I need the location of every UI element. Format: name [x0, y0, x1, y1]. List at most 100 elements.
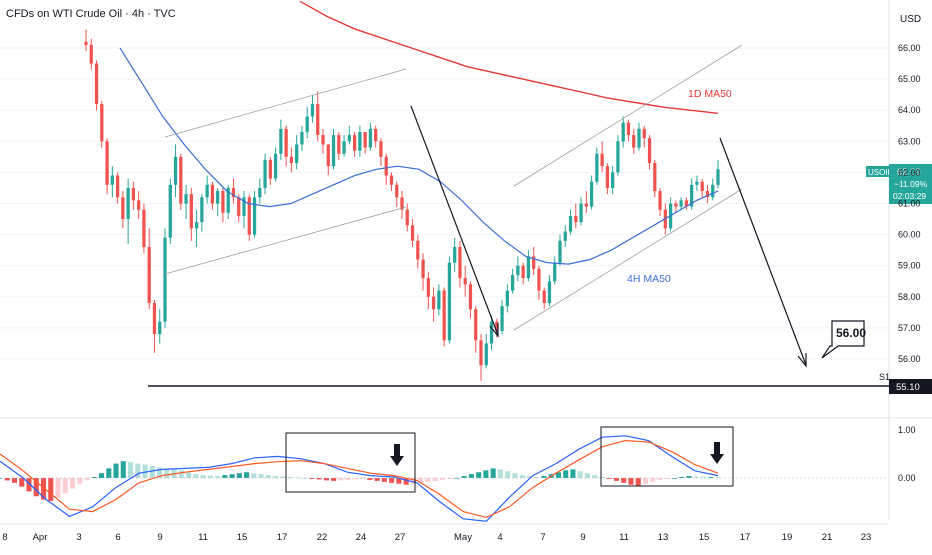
macd-bar: [316, 478, 322, 480]
price-tick: 66.00: [898, 43, 921, 53]
macd-bar: [236, 473, 242, 478]
macd-bar: [396, 478, 402, 484]
candle-body: [389, 175, 394, 185]
time-tick: 9: [580, 532, 585, 543]
macd-bar: [635, 478, 641, 486]
candle-body: [642, 128, 646, 139]
candle-body: [152, 303, 157, 335]
time-axis[interactable]: 8 Apr 3 6 9 11 15 17 22 24 27 May 4 7 9 11 13 15 17 19 21 23: [2, 532, 871, 543]
candle-body: [463, 278, 467, 285]
candle-body: [558, 240, 562, 263]
candle-body: [542, 290, 546, 304]
time-tick: 4: [497, 532, 502, 543]
macd-bar: [418, 478, 424, 483]
candle-body: [658, 191, 662, 210]
macd-bar: [642, 478, 649, 484]
candle-body: [716, 169, 720, 185]
price-tick: 63.00: [898, 136, 921, 146]
macd-bar: [599, 477, 605, 478]
macd-bar: [222, 475, 228, 478]
macd-bar: [425, 478, 431, 482]
macd-bar: [505, 471, 511, 478]
candle-body: [252, 197, 257, 235]
macd-bar: [497, 469, 503, 478]
candle-body: [284, 128, 288, 157]
macd-arrow-1: [390, 444, 404, 466]
macd-bar: [149, 466, 155, 478]
candle-body: [563, 231, 567, 241]
candle-body: [584, 203, 588, 207]
candle-body: [258, 187, 262, 198]
macd-bar: [577, 471, 583, 478]
chart-title: CFDs on WTI Crude Oil · 4h · TVC: [6, 8, 176, 20]
price-tick: 65.00: [898, 74, 921, 84]
channel-1-lower: [164, 206, 407, 275]
macd-arrow-2: [710, 442, 724, 464]
candle-body: [647, 138, 652, 164]
candle-body: [305, 116, 309, 132]
candle-body: [126, 187, 130, 220]
candle-body: [510, 275, 515, 291]
candle-body: [505, 290, 509, 307]
down-arrow-2-head: [797, 353, 807, 368]
candle-body: [326, 144, 330, 167]
macd-bar: [432, 478, 438, 481]
candle-body: [431, 296, 436, 310]
macd-bar: [215, 476, 221, 478]
macd-bar: [454, 478, 460, 479]
macd-bar: [352, 478, 358, 480]
channel-2-upper: [513, 44, 743, 187]
candle-body: [574, 215, 578, 223]
candle-body: [110, 175, 114, 185]
ma-4h-label: 4H MA50: [627, 273, 671, 285]
macd-bar: [48, 478, 54, 502]
candle-body: [458, 247, 462, 279]
macd-bar: [142, 464, 148, 478]
candle-body: [94, 63, 99, 104]
macd-bar: [650, 478, 656, 482]
channel-1-upper: [164, 68, 407, 138]
candle-body: [700, 181, 704, 192]
time-tick: 11: [619, 532, 629, 543]
candle-body: [410, 225, 415, 241]
candle-body: [489, 321, 494, 344]
candle-body: [426, 278, 430, 297]
candle-body: [184, 194, 188, 204]
macd-bar: [33, 478, 39, 497]
macd-bar: [19, 478, 25, 487]
macd-bar: [679, 477, 685, 478]
macd-bar: [606, 478, 612, 479]
candle-body: [179, 156, 183, 204]
candle-body: [637, 128, 641, 148]
candle-body: [226, 187, 230, 213]
signal-line: [0, 439, 719, 519]
last-price-change: −11.09%: [894, 179, 928, 189]
price-axis[interactable]: USD: [888, 0, 921, 520]
candle-body: [273, 153, 278, 179]
candle-body: [205, 184, 209, 198]
macd-bar: [570, 469, 576, 478]
macd-bar: [229, 474, 235, 478]
candle-body: [84, 41, 88, 45]
macd-bar: [476, 472, 482, 478]
macd-bar: [512, 473, 518, 478]
candle-body: [416, 240, 420, 260]
candle-body: [400, 197, 404, 210]
candle-body: [121, 197, 125, 220]
candle-body: [300, 131, 304, 145]
time-tick: May: [454, 532, 472, 543]
candle-body: [268, 159, 272, 179]
candle-body: [221, 191, 225, 213]
price-tick: 60.00: [898, 230, 921, 240]
macd-tick-1: 1.00: [898, 425, 916, 435]
candle-body: [600, 153, 604, 167]
time-tick: 17: [740, 532, 751, 543]
candle-body: [468, 284, 473, 310]
price-tick: 64.00: [898, 105, 921, 115]
candle-body: [611, 172, 615, 188]
macd-bar: [657, 478, 663, 480]
price-tick: 61.00: [898, 199, 921, 209]
macd-bar: [265, 475, 271, 478]
candle-body: [405, 209, 409, 226]
